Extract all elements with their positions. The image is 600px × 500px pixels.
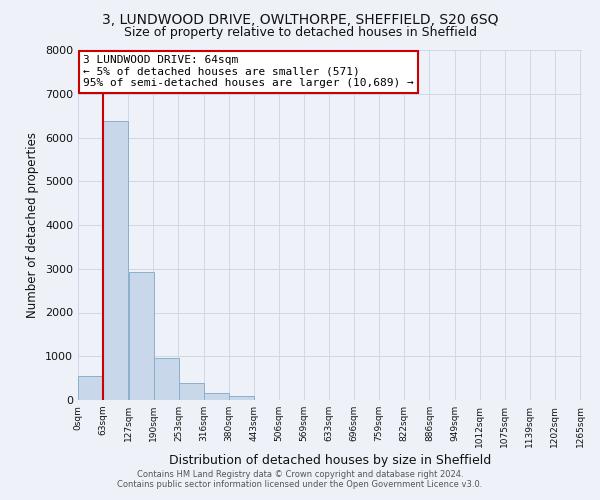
Bar bbox=[78, 376, 103, 400]
Y-axis label: Number of detached properties: Number of detached properties bbox=[26, 132, 40, 318]
Bar bbox=[204, 393, 229, 400]
Text: Size of property relative to detached houses in Sheffield: Size of property relative to detached ho… bbox=[124, 26, 476, 39]
Bar bbox=[103, 121, 128, 400]
Bar bbox=[128, 272, 154, 400]
Bar bbox=[154, 358, 179, 400]
Text: Contains HM Land Registry data © Crown copyright and database right 2024.
Contai: Contains HM Land Registry data © Crown c… bbox=[118, 470, 482, 489]
Bar bbox=[229, 396, 254, 400]
Text: 3, LUNDWOOD DRIVE, OWLTHORPE, SHEFFIELD, S20 6SQ: 3, LUNDWOOD DRIVE, OWLTHORPE, SHEFFIELD,… bbox=[102, 12, 498, 26]
Text: 3 LUNDWOOD DRIVE: 64sqm
← 5% of detached houses are smaller (571)
95% of semi-de: 3 LUNDWOOD DRIVE: 64sqm ← 5% of detached… bbox=[83, 56, 414, 88]
Bar bbox=[179, 384, 204, 400]
X-axis label: Distribution of detached houses by size in Sheffield: Distribution of detached houses by size … bbox=[169, 454, 491, 467]
